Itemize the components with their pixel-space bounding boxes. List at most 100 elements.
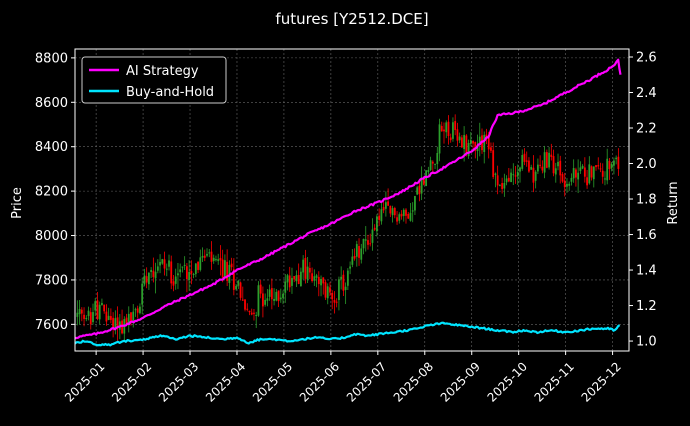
legend-label-buy-and-hold: Buy-and-Hold — [126, 85, 214, 100]
candle-body — [431, 161, 434, 164]
right-axis: 1.0 1.2 1.4 1.6 1.8 2.0 2.2 2.4 2.6 — [629, 50, 657, 350]
candle-body — [103, 304, 106, 312]
candle-body — [458, 136, 461, 141]
candle-body — [215, 259, 217, 261]
candle-body — [156, 266, 159, 271]
candle-body — [317, 276, 320, 285]
candle-body — [346, 270, 349, 286]
candle-body — [121, 320, 123, 334]
candle-body — [105, 311, 108, 322]
candle-body — [94, 301, 97, 311]
candle-body — [324, 282, 327, 298]
candle-body — [141, 283, 144, 305]
candle-body — [494, 173, 497, 175]
y-left-tick-label: 8000 — [35, 229, 68, 244]
candle-body — [496, 175, 499, 186]
y-right-tick-label: 1.8 — [636, 193, 657, 208]
candle-body — [566, 183, 568, 187]
candle-body — [279, 297, 282, 300]
candle-body — [277, 290, 280, 302]
candle-body — [570, 177, 573, 182]
candle-body — [170, 261, 173, 284]
candle-body — [331, 292, 334, 300]
candle-body — [505, 178, 508, 183]
candle-body — [288, 275, 291, 288]
candle-body — [116, 317, 119, 329]
candle-body — [364, 239, 367, 241]
candle-body — [177, 273, 179, 276]
candle-body — [492, 150, 495, 177]
y-left-tick-label: 8600 — [35, 96, 68, 111]
candle-body — [259, 284, 262, 294]
candle-body — [132, 311, 135, 322]
candle-body — [161, 259, 164, 264]
candle-body — [98, 304, 101, 320]
candle-body — [460, 137, 463, 148]
y-left-tick-label: 8200 — [35, 185, 68, 200]
candle-body — [610, 163, 613, 169]
candle-body — [270, 288, 273, 300]
candle-body — [476, 147, 479, 152]
candle-body — [315, 275, 318, 278]
candle-body — [320, 278, 322, 286]
candle-body — [543, 152, 546, 173]
candle-body — [152, 270, 155, 278]
y-right-tick-label: 2.6 — [636, 50, 657, 65]
y-left-tick-label: 7800 — [35, 273, 68, 288]
candle-body — [235, 286, 237, 290]
candle-body — [248, 310, 251, 313]
candle-body — [434, 163, 436, 165]
candle-body — [273, 298, 275, 301]
candle-body — [295, 275, 298, 282]
candle-body — [445, 122, 448, 133]
candle-body — [608, 160, 611, 170]
candle-body — [409, 212, 412, 221]
candle-body — [373, 227, 376, 230]
candle-body — [136, 308, 139, 313]
plot-frame — [74, 48, 630, 352]
candle-body — [557, 161, 559, 167]
candle-body — [382, 207, 385, 211]
candle-body — [139, 306, 141, 314]
candle-body — [168, 260, 170, 267]
candle-body — [378, 215, 381, 221]
candle-body — [101, 303, 103, 306]
candle-body — [114, 318, 117, 330]
y-right-tick-label: 1.4 — [636, 264, 657, 279]
candle-body — [147, 272, 150, 285]
candle-body — [78, 308, 81, 315]
candle-body — [353, 255, 356, 259]
candle-body — [519, 167, 521, 172]
candle-body — [87, 310, 90, 317]
candle-body — [389, 205, 392, 214]
candle-body — [246, 308, 249, 310]
candle-body — [241, 299, 244, 301]
candle-body — [212, 257, 215, 261]
candle-body — [197, 261, 199, 270]
candle-body — [80, 309, 83, 314]
candle-body — [514, 175, 517, 177]
candle-body — [371, 229, 374, 243]
candle-body — [224, 260, 226, 278]
candle-body — [523, 153, 526, 162]
candle-body — [387, 201, 390, 206]
candle-body — [595, 165, 597, 168]
candle-body — [530, 167, 533, 170]
candle-body — [154, 271, 157, 279]
candle-body — [581, 165, 584, 169]
candle-body — [465, 135, 468, 155]
candle-body — [306, 266, 309, 280]
left-axis: 7600 7800 8000 8200 8400 8600 8800 — [35, 51, 75, 333]
y-right-tick-label: 2.0 — [636, 157, 657, 172]
candle-body — [469, 139, 472, 144]
candle-body — [83, 314, 85, 319]
candle-body — [362, 238, 365, 249]
candle-body — [487, 137, 490, 150]
candle-body — [181, 266, 184, 268]
candle-body — [456, 129, 459, 141]
candle-body — [244, 299, 246, 310]
candle-body — [96, 300, 99, 319]
candle-body — [208, 252, 211, 254]
candle-body — [192, 273, 195, 275]
